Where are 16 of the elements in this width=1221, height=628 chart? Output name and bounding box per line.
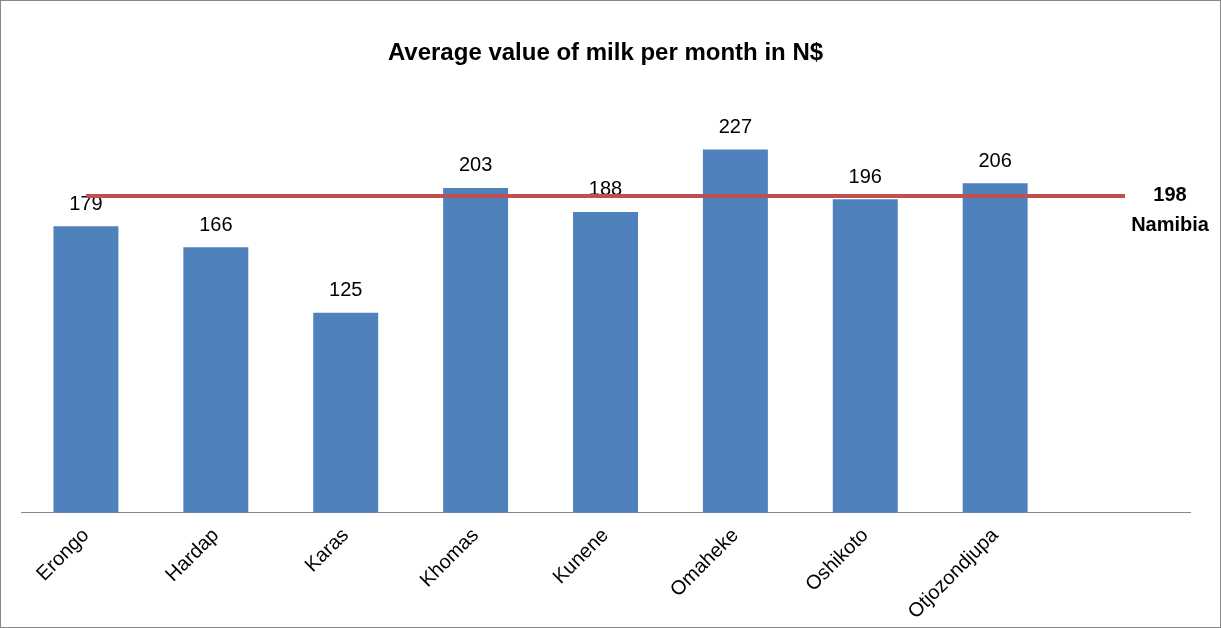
bar — [183, 247, 249, 513]
bar — [832, 199, 898, 513]
bar — [702, 149, 768, 513]
bar — [962, 183, 1028, 513]
bar — [313, 312, 379, 513]
data-label: 227 — [718, 115, 753, 138]
data-label: 166 — [199, 212, 233, 235]
data-label: 206 — [978, 148, 1012, 171]
ref-line-label: 198 Namibia — [1131, 183, 1210, 236]
chart-title: Average value of milk per month in N$ — [387, 38, 824, 66]
bar — [53, 226, 119, 513]
data-label: 203 — [458, 153, 493, 176]
data-label: 125 — [329, 278, 363, 301]
bar — [443, 187, 509, 513]
bar — [573, 211, 638, 513]
data-label: 196 — [848, 164, 882, 187]
